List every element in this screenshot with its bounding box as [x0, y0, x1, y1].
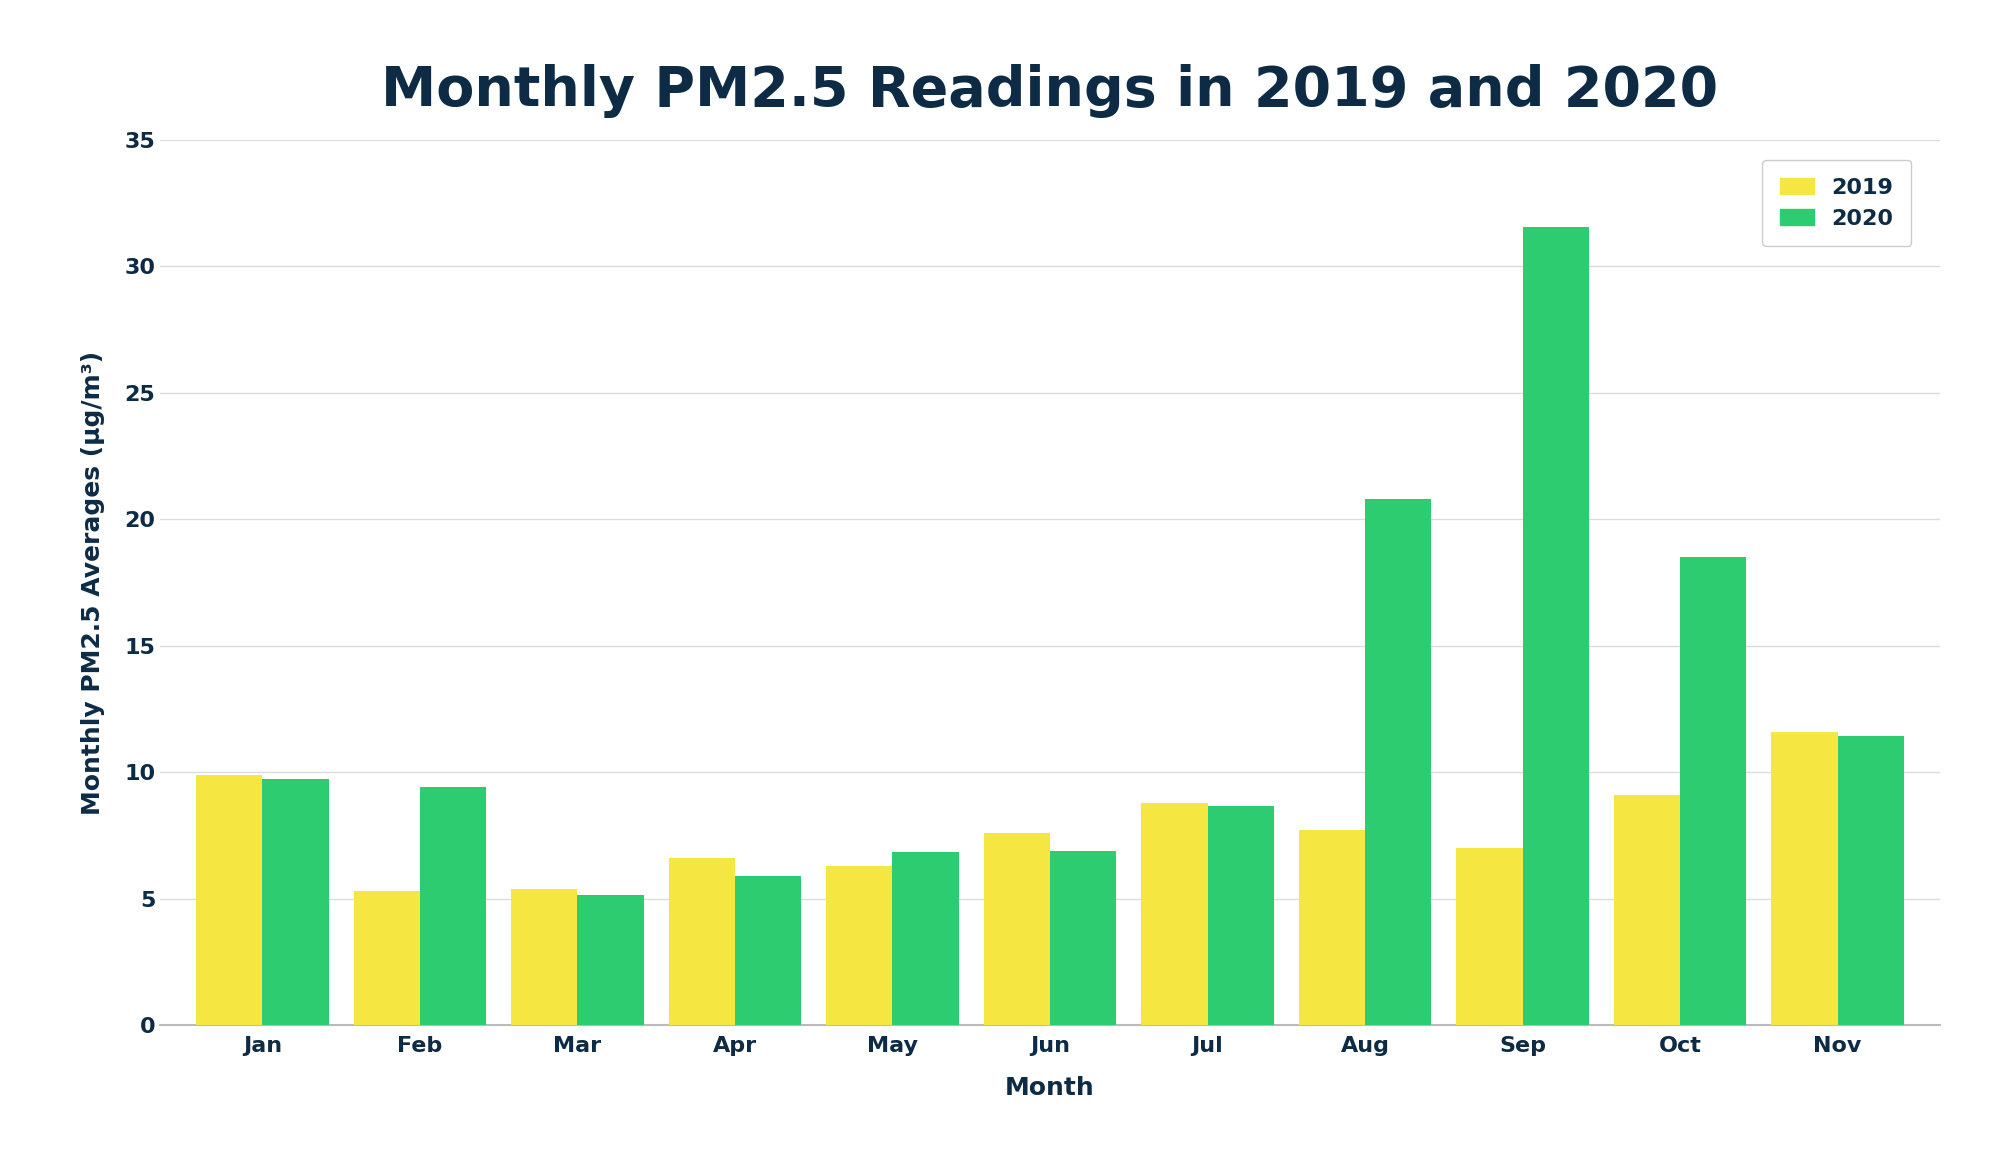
- Bar: [1522, 227, 1588, 1025]
- Bar: [892, 852, 958, 1025]
- Bar: [1050, 850, 1116, 1025]
- Y-axis label: Monthly PM2.5 Averages (μg/m³): Monthly PM2.5 Averages (μg/m³): [80, 351, 104, 814]
- Bar: [1366, 499, 1432, 1025]
- Bar: [578, 895, 644, 1025]
- Bar: [984, 833, 1050, 1025]
- Bar: [354, 891, 420, 1025]
- Bar: [1838, 735, 1904, 1025]
- Bar: [1772, 732, 1838, 1025]
- Bar: [196, 775, 262, 1025]
- X-axis label: Month: Month: [1006, 1075, 1094, 1100]
- Bar: [420, 788, 486, 1025]
- Bar: [512, 889, 578, 1025]
- Bar: [1142, 803, 1208, 1025]
- Bar: [1208, 806, 1274, 1025]
- Bar: [734, 876, 802, 1025]
- Bar: [1298, 831, 1366, 1025]
- Bar: [668, 859, 734, 1025]
- Bar: [1680, 557, 1746, 1025]
- Title: Monthly PM2.5 Readings in 2019 and 2020: Monthly PM2.5 Readings in 2019 and 2020: [382, 64, 1718, 119]
- Bar: [1614, 795, 1680, 1025]
- Bar: [1456, 848, 1522, 1025]
- Bar: [826, 866, 892, 1025]
- Bar: [262, 778, 328, 1025]
- Legend: 2019, 2020: 2019, 2020: [1762, 160, 1912, 247]
